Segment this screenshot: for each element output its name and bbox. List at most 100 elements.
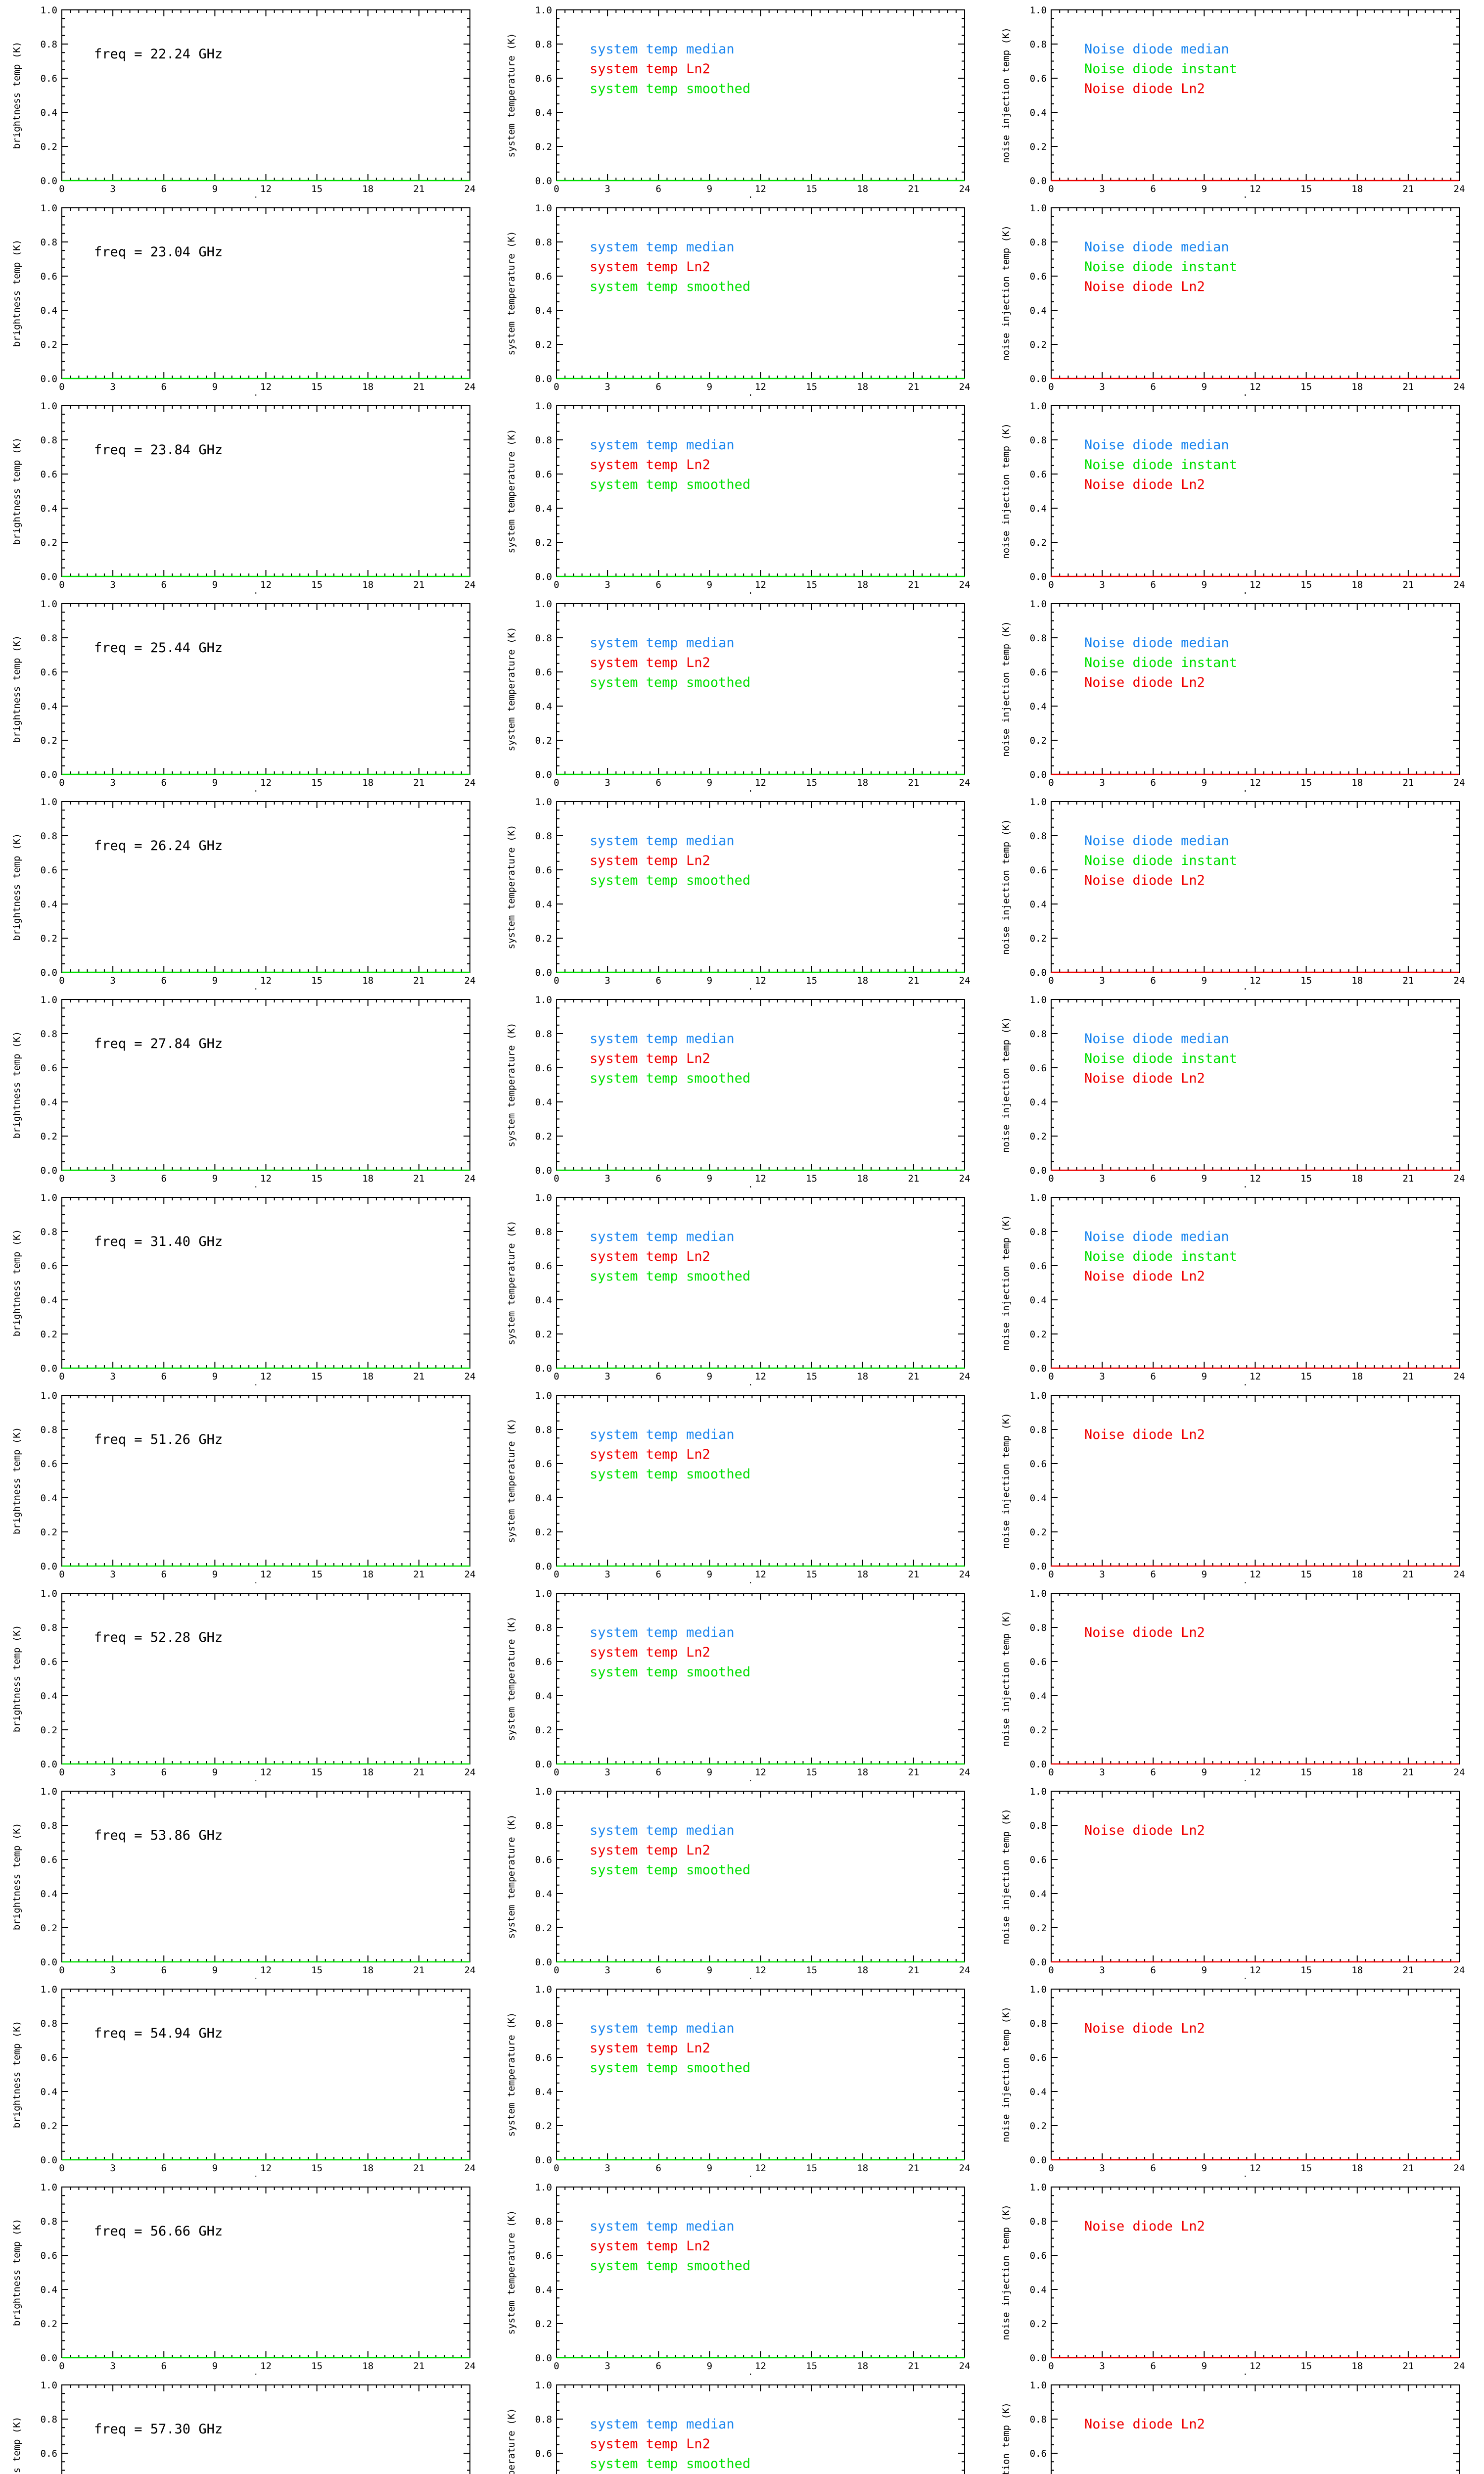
x-axis-label: hour <box>255 1382 278 1385</box>
y-tick-label: 0.4 <box>535 107 552 118</box>
x-tick-label: 6 <box>161 975 167 986</box>
x-tick-label: 15 <box>1300 1767 1312 1778</box>
x-tick-label: 6 <box>1151 1965 1156 1976</box>
y-tick-label: 0.2 <box>535 933 552 944</box>
y-axis-label: brightness temp (K) <box>11 437 22 545</box>
y-tick-label: 1.0 <box>535 1588 552 1599</box>
y-tick-label: 0.4 <box>41 503 57 514</box>
x-tick-label: 18 <box>362 777 373 788</box>
y-tick-label: 0.6 <box>535 73 552 84</box>
x-tick-label: 3 <box>1099 1173 1105 1184</box>
x-tick-label: 18 <box>857 381 868 392</box>
plot-title: freq = 53.86 GHz <box>94 1828 223 1843</box>
y-tick-label: 0.0 <box>535 176 552 187</box>
legend-entry: system temp median <box>590 1427 735 1442</box>
x-tick-label: 18 <box>362 1173 373 1184</box>
y-axis-label: brightness temp (K) <box>11 1427 22 1534</box>
y-tick-label: 0.0 <box>41 1165 57 1176</box>
x-tick-label: 21 <box>413 1569 424 1580</box>
legend-entry: system temp median <box>590 239 735 255</box>
brightness-plot: 0 3 6 9 12 15 18 21 24 0.0 0.2 0.4 0.6 0.8 1.0 hour brig… <box>11 995 475 1188</box>
legend-entry: system temp Ln2 <box>590 61 710 77</box>
system-temp-plot: 0 3 6 9 12 15 18 21 24 0.0 0.2 0.4 0.6 0.8 1.0 hour syst… <box>506 599 970 792</box>
y-tick-label: 0.4 <box>41 107 57 118</box>
x-tick-label: 18 <box>362 975 373 986</box>
y-tick-label: 1.0 <box>535 401 552 412</box>
y-tick-label: 0.0 <box>41 374 57 384</box>
plot-cell-brightness: 0 3 6 9 12 15 18 21 24 0.0 0.2 0.4 0.6 0.8 1.0 hour brig… <box>0 1188 495 1385</box>
plot-cell-noise-diode: 0 3 6 9 12 15 18 21 24 0.0 0.2 0.4 0.6 0.8 1.0 hour nois… <box>989 792 1484 990</box>
y-tick-label: 0.8 <box>41 831 57 842</box>
x-tick-label: 0 <box>1048 184 1054 194</box>
x-tick-label: 3 <box>110 1569 115 1580</box>
y-tick-label: 0.6 <box>41 1261 57 1272</box>
x-tick-label: 6 <box>1151 1569 1156 1580</box>
legend-entry: Noise diode median <box>1084 239 1229 255</box>
y-tick-label: 0.8 <box>535 1029 552 1040</box>
plot-cell-system-temp: 0 3 6 9 12 15 18 21 24 0.0 0.2 0.4 0.6 0.8 1.0 hour syst… <box>495 0 989 198</box>
legend-entry: system temp median <box>590 1823 735 1838</box>
x-tick-label: 3 <box>604 381 610 392</box>
y-tick-label: 0.8 <box>41 1227 57 1237</box>
y-tick-label: 0.4 <box>1030 1295 1047 1306</box>
y-tick-label: 0.2 <box>1030 1725 1047 1736</box>
x-tick-label: 9 <box>212 1767 218 1778</box>
x-tick-label: 6 <box>1151 1371 1156 1382</box>
y-tick-label: 0.2 <box>1030 1329 1047 1340</box>
legend-entry: system temp smoothed <box>590 675 750 690</box>
x-tick-label: 12 <box>260 1965 272 1976</box>
x-tick-label: 0 <box>554 1965 559 1976</box>
x-tick-label: 12 <box>260 381 272 392</box>
plot-cell-system-temp: 0 3 6 9 12 15 18 21 24 0.0 0.2 0.4 0.6 0.8 1.0 hour syst… <box>495 1583 989 1781</box>
x-tick-label: 24 <box>959 1371 971 1382</box>
x-tick-label: 21 <box>908 579 919 590</box>
x-tick-label: 12 <box>755 777 766 788</box>
plot-frame <box>61 1197 470 1369</box>
legend-entry: system temp smoothed <box>590 279 750 294</box>
x-tick-label: 15 <box>1300 381 1312 392</box>
plot-title: freq = 51.26 GHz <box>94 1432 223 1447</box>
x-tick-label: 3 <box>110 1965 115 1976</box>
y-tick-label: 0.2 <box>535 1131 552 1142</box>
x-tick-label: 12 <box>1250 975 1261 986</box>
plot-frame <box>61 999 470 1171</box>
y-tick-label: 0.0 <box>1030 1759 1047 1770</box>
y-tick-label: 0.4 <box>535 1691 552 1702</box>
y-tick-label: 0.2 <box>535 735 552 746</box>
legend-entry: system temp Ln2 <box>590 655 710 670</box>
system-temp-plot: 0 3 6 9 12 15 18 21 24 0.0 0.2 0.4 0.6 0.8 1.0 hour syst… <box>506 995 970 1188</box>
y-tick-label: 0.2 <box>1030 1131 1047 1142</box>
x-tick-label: 9 <box>1202 777 1207 788</box>
y-tick-label: 0.0 <box>41 1561 57 1572</box>
x-tick-label: 12 <box>755 184 766 194</box>
y-tick-label: 0.4 <box>41 1097 57 1108</box>
y-tick-label: 0.6 <box>535 1855 552 1865</box>
x-tick-label: 18 <box>1351 777 1363 788</box>
legend-entry: Noise diode instant <box>1084 61 1237 77</box>
x-axis-label: hour <box>255 195 278 198</box>
x-tick-label: 15 <box>806 381 817 392</box>
x-tick-label: 9 <box>707 381 712 392</box>
x-tick-label: 24 <box>464 1965 476 1976</box>
x-tick-label: 18 <box>362 1569 373 1580</box>
x-axis-label: hour <box>1244 591 1267 594</box>
x-tick-label: 3 <box>604 1767 610 1778</box>
x-tick-label: 21 <box>413 777 424 788</box>
y-tick-label: 1.0 <box>1030 797 1047 808</box>
x-tick-label: 21 <box>1402 777 1414 788</box>
x-tick-label: 15 <box>806 1173 817 1184</box>
x-tick-label: 15 <box>806 579 817 590</box>
y-tick-label: 0.4 <box>1030 107 1047 118</box>
x-tick-label: 6 <box>161 579 167 590</box>
legend-entry: system temp smoothed <box>590 1071 750 1086</box>
plot-cell-system-temp: 0 3 6 9 12 15 18 21 24 0.0 0.2 0.4 0.6 0.8 1.0 hour syst… <box>495 1188 989 1385</box>
x-tick-label: 18 <box>857 1371 868 1382</box>
y-tick-label: 0.2 <box>41 1329 57 1340</box>
x-tick-label: 18 <box>1351 184 1363 194</box>
system-temp-plot: 0 3 6 9 12 15 18 21 24 0.0 0.2 0.4 0.6 0.8 1.0 hour syst… <box>506 1786 970 1979</box>
x-tick-label: 24 <box>1454 184 1465 194</box>
y-tick-label: 0.2 <box>1030 735 1047 746</box>
y-axis-label: noise injection temp (K) <box>1001 621 1012 757</box>
plot-cell-system-temp: 0 3 6 9 12 15 18 21 24 0.0 0.2 0.4 0.6 0.8 1.0 hour syst… <box>495 396 989 594</box>
y-tick-label: 0.0 <box>1030 1957 1047 1968</box>
